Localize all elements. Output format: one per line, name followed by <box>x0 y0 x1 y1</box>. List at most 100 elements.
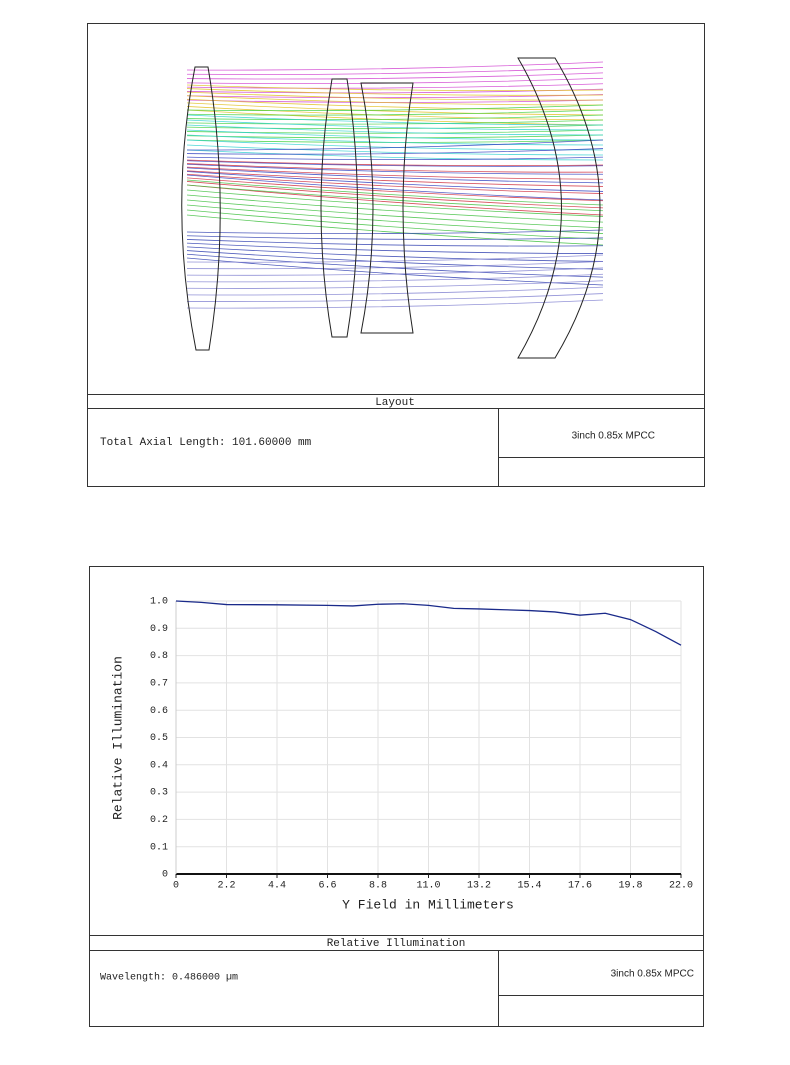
lens <box>517 57 601 359</box>
ray <box>186 104 604 112</box>
layout-panel: Layout Total Axial Length: 101.60000 mm … <box>87 23 705 487</box>
ray <box>186 254 604 263</box>
ray <box>186 280 604 289</box>
ray <box>186 239 604 247</box>
y-tick-label: 0.1 <box>150 842 168 853</box>
y-tick-label: 0.5 <box>150 733 168 744</box>
x-tick-label: 11.0 <box>416 881 440 892</box>
ray <box>186 293 604 302</box>
ray <box>186 214 604 246</box>
ray <box>186 129 604 141</box>
ray <box>186 181 604 209</box>
ray <box>186 173 604 194</box>
footer-info: Wavelength: 0.486000 µm <box>100 972 238 984</box>
y-axis-label: Relative Illumination <box>110 656 125 820</box>
x-tick-label: 15.4 <box>517 881 541 892</box>
ray <box>186 253 604 278</box>
x-tick-label: 19.8 <box>618 881 642 892</box>
ray <box>186 83 604 89</box>
footer-label: 3inch 0.85x MPCC <box>611 969 694 980</box>
ray <box>186 229 604 234</box>
y-tick-label: 0.6 <box>150 706 168 717</box>
y-tick-label: 0.4 <box>150 760 168 771</box>
y-tick-label: 0.2 <box>150 815 168 826</box>
x-tick-label: 6.6 <box>318 881 336 892</box>
ray <box>186 124 604 130</box>
ray <box>186 177 604 202</box>
ray <box>186 163 604 173</box>
ray <box>186 170 604 187</box>
ray <box>186 95 604 106</box>
ray <box>186 160 604 167</box>
ray <box>186 114 604 121</box>
ray <box>186 119 604 131</box>
ray <box>186 166 604 180</box>
lens <box>320 78 358 338</box>
ray <box>186 179 604 206</box>
y-tick-label: 1.0 <box>150 597 168 608</box>
ray <box>186 189 604 217</box>
layout-info: Total Axial Length: 101.60000 mm <box>100 437 312 449</box>
y-tick-label: 0.8 <box>150 651 168 662</box>
y-tick-label: 0 <box>162 870 168 881</box>
ray <box>186 235 604 240</box>
ray <box>186 204 604 234</box>
ray <box>186 261 604 270</box>
chart-panel: Relative Illumination Wavelength: 0.4860… <box>89 566 704 1027</box>
ray <box>186 139 604 151</box>
ray <box>186 273 604 283</box>
x-tick-label: 8.8 <box>369 881 387 892</box>
x-axis-label: Y Field in Millimeters <box>342 897 514 912</box>
ray <box>186 163 604 175</box>
ray <box>186 194 604 223</box>
ray <box>186 184 604 216</box>
layout-label: 3inch 0.85x MPCC <box>572 431 655 442</box>
data-line <box>175 600 682 646</box>
ray <box>186 124 604 136</box>
ray <box>186 88 604 96</box>
ray <box>186 72 604 80</box>
ray <box>186 91 604 101</box>
ray <box>186 98 604 111</box>
y-tick-label: 0.9 <box>150 624 168 635</box>
ray <box>186 67 604 75</box>
ray <box>186 102 604 116</box>
ray <box>186 299 604 309</box>
ray <box>186 144 604 156</box>
ray <box>186 134 604 146</box>
ray <box>186 267 604 276</box>
ray <box>186 148 604 155</box>
ray <box>186 159 604 167</box>
ray <box>186 167 604 184</box>
x-tick-label: 4.4 <box>268 881 286 892</box>
ray <box>186 184 604 212</box>
lenses <box>181 57 601 359</box>
y-tick-label: 0.3 <box>150 788 168 799</box>
x-tick-label: 0 <box>173 881 179 892</box>
y-tick-label: 0.7 <box>150 679 168 690</box>
ray <box>186 171 604 192</box>
ray <box>186 246 604 262</box>
ray <box>186 119 604 125</box>
ray <box>186 84 604 92</box>
lens <box>360 82 414 334</box>
ray <box>186 242 604 254</box>
ray <box>186 106 604 121</box>
ray <box>186 250 604 270</box>
ray <box>186 199 604 229</box>
ray <box>186 174 604 201</box>
layout-frame <box>87 23 705 487</box>
ray <box>186 149 604 161</box>
lens <box>181 66 221 351</box>
ray <box>186 109 604 116</box>
x-tick-label: 22.0 <box>669 881 693 892</box>
x-tick-label: 13.2 <box>467 881 491 892</box>
ray <box>186 61 604 71</box>
layout-title: Layout <box>375 397 415 409</box>
ray <box>186 156 604 161</box>
ray-bundles <box>186 61 604 309</box>
x-tick-label: 17.6 <box>568 881 592 892</box>
chart-title: Relative Illumination <box>327 938 466 950</box>
